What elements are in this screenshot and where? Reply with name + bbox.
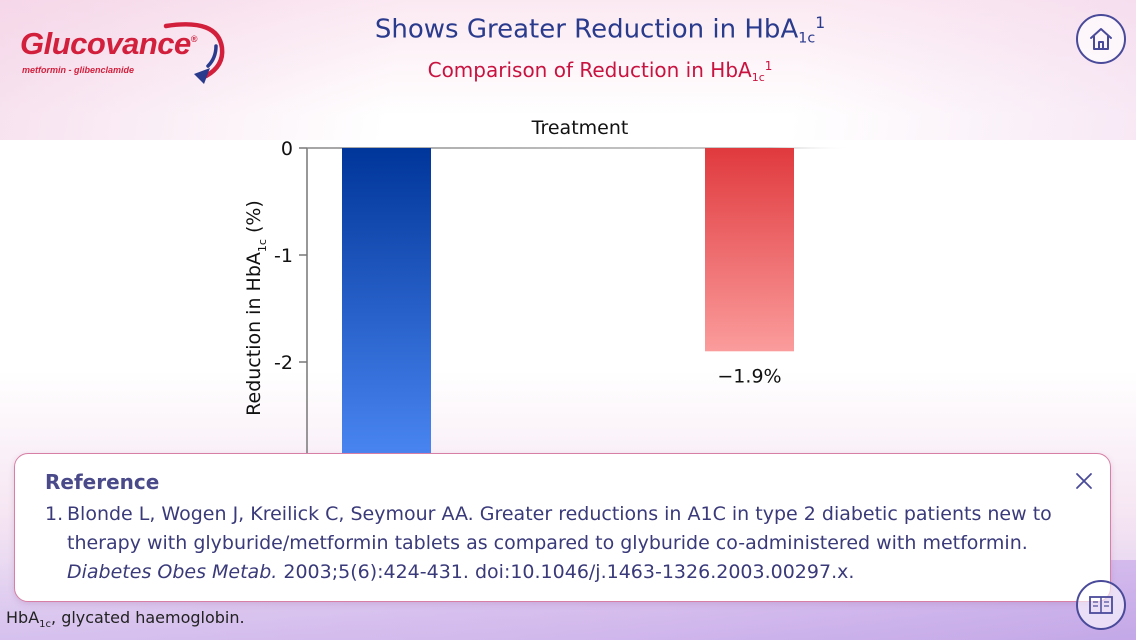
y-axis-label: Reduction in HbA1c (%) (243, 200, 269, 416)
y-tick-label: 0 (281, 138, 293, 160)
home-icon (1090, 28, 1112, 50)
book-icon (1089, 596, 1113, 614)
reference-heading: Reference (45, 470, 160, 494)
reference-list: 1. Blonde L, Wogen J, Kreilick C, Seymou… (45, 500, 1085, 590)
page-subtitle: Comparison of Reduction in HbA1c1 (427, 58, 773, 84)
chart-title: Treatment (531, 117, 629, 139)
home-button[interactable] (1076, 14, 1126, 64)
close-button[interactable] (1073, 470, 1095, 492)
brand-name: Glucovance® (20, 26, 197, 61)
page-title: Shows Greater Reduction in HbA1c1 (374, 14, 826, 47)
reference-item: 1. Blonde L, Wogen J, Kreilick C, Seymou… (45, 500, 1085, 590)
bar (342, 148, 431, 459)
y-tick-label: -2 (274, 352, 293, 374)
brand-tagline: metformin - glibenclamide (22, 65, 135, 75)
logo-arc-icon (163, 22, 225, 84)
reference-number: 1. (45, 503, 64, 525)
references-button[interactable] (1076, 580, 1126, 630)
zero-line (307, 147, 852, 149)
bar-value-label: −1.9% (717, 365, 781, 387)
bar (705, 148, 794, 352)
reference-panel: Reference 1. Blonde L, Wogen J, Kreilick… (14, 453, 1111, 602)
footnote: HbA1c, glycated haemoglobin. (6, 608, 245, 630)
reference-text: Blonde L, Wogen J, Kreilick C, Seymour A… (67, 503, 1052, 583)
close-icon (1076, 473, 1092, 489)
y-tick-label: -1 (274, 245, 293, 267)
brand-logo: Glucovance® metformin - glibenclamide (18, 18, 233, 88)
